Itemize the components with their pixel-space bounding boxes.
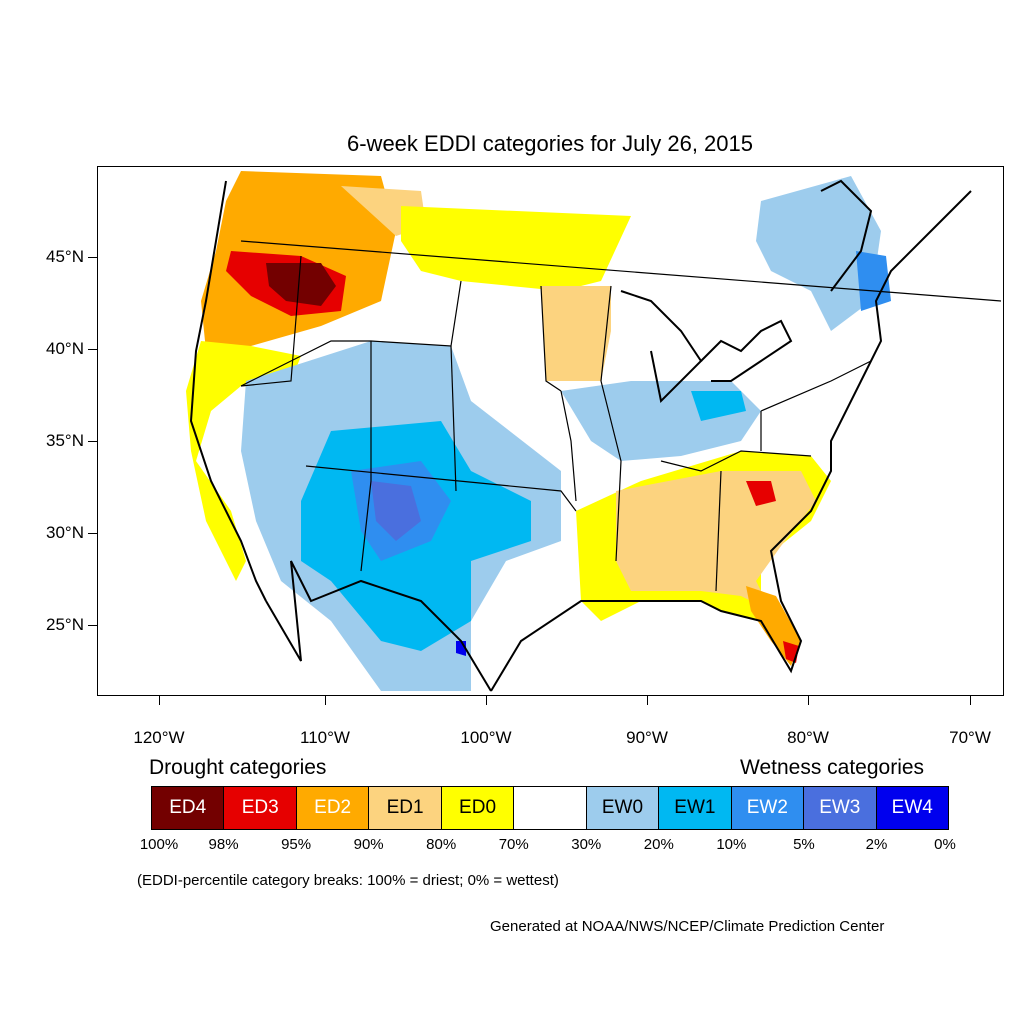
legend-swatch-ed1: ED1 [369, 787, 442, 829]
legend-swatch-ed4: ED4 [152, 787, 225, 829]
lon-tick [970, 696, 971, 705]
ed3-region-carolina [746, 481, 776, 506]
legend-swatch-ew3: EW3 [804, 787, 877, 829]
credit-line: Generated at NOAA/NWS/NCEP/Climate Predi… [490, 918, 885, 935]
lat-tick [88, 257, 97, 258]
map-panel [97, 166, 1004, 696]
ed4-region-northwest [266, 263, 336, 306]
category-breaks-note: (EDDI-percentile category breaks: 100% =… [137, 872, 559, 889]
lat-label-35: 35°N [46, 431, 84, 450]
legend-swatch-ew1: EW1 [659, 787, 732, 829]
legend-swatch-ew2: EW2 [731, 787, 805, 829]
lon-label-110: 110°W [300, 728, 350, 747]
state-borders [240, 240, 1002, 592]
legend-swatch-ew4: EW4 [876, 787, 948, 829]
lon-tick [325, 696, 326, 705]
ew1-region-ohio [691, 391, 746, 421]
legend-break-label: 70% [498, 836, 529, 853]
legend-color-bar: ED4 ED3 ED2 ED1 ED0 EW0 EW1 EW2 EW3 EW4 [151, 786, 949, 830]
legend-swatch-ed2: ED2 [296, 787, 370, 829]
legend-swatch-ed0: ED0 [441, 787, 515, 829]
lat-label-30: 30°N [46, 523, 84, 542]
legend-break-label: 10% [716, 836, 747, 853]
lat-tick [88, 533, 97, 534]
lon-label-120: 120°W [133, 728, 185, 747]
ew0-region-northeast [756, 176, 881, 331]
legend-break-label: 20% [643, 836, 674, 853]
ed1-region-minnesota [541, 286, 611, 381]
legend-swatch-ed3: ED3 [224, 787, 297, 829]
lon-label-70: 70°W [949, 728, 991, 747]
drought-categories-title: Drought categories [149, 756, 327, 779]
ed1-region-southeast [616, 471, 816, 611]
legend-break-label: 100% [139, 836, 179, 853]
ew2-region-maine [856, 251, 891, 311]
lon-tick [647, 696, 648, 705]
legend-break-label: 2% [865, 836, 888, 853]
lat-tick [88, 625, 97, 626]
wetness-categories-title: Wetness categories [740, 756, 925, 779]
map-svg [186, 171, 1002, 692]
legend-swatch-ew0: EW0 [586, 787, 660, 829]
ew3-region-southwest [371, 481, 421, 541]
legend-break-label: 0% [934, 836, 956, 853]
ed0-region-west-coast [186, 341, 301, 581]
lat-tick [88, 441, 97, 442]
lat-tick [88, 349, 97, 350]
legend-break-label: 95% [281, 836, 312, 853]
lat-label-25: 25°N [46, 615, 84, 634]
legend-break-label: 30% [571, 836, 602, 853]
legend-break-label: 5% [793, 836, 815, 853]
lat-label-40: 40°N [46, 339, 84, 358]
lon-label-100: 100°W [460, 728, 512, 747]
lon-tick [159, 696, 160, 705]
legend-break-label: 80% [426, 836, 457, 853]
lon-label-80: 80°W [787, 728, 829, 747]
legend-break-label: 90% [353, 836, 384, 853]
legend-break-label: 98% [208, 836, 239, 853]
lon-tick [808, 696, 809, 705]
map-title: 6-week EDDI categories for July 26, 2015 [347, 131, 753, 156]
ed0-region-north [401, 206, 631, 291]
lon-label-90: 90°W [626, 728, 668, 747]
lon-tick [486, 696, 487, 705]
lat-label-45: 45°N [46, 247, 84, 266]
coastline [189, 179, 972, 692]
legend-swatch-neutral [514, 787, 587, 829]
